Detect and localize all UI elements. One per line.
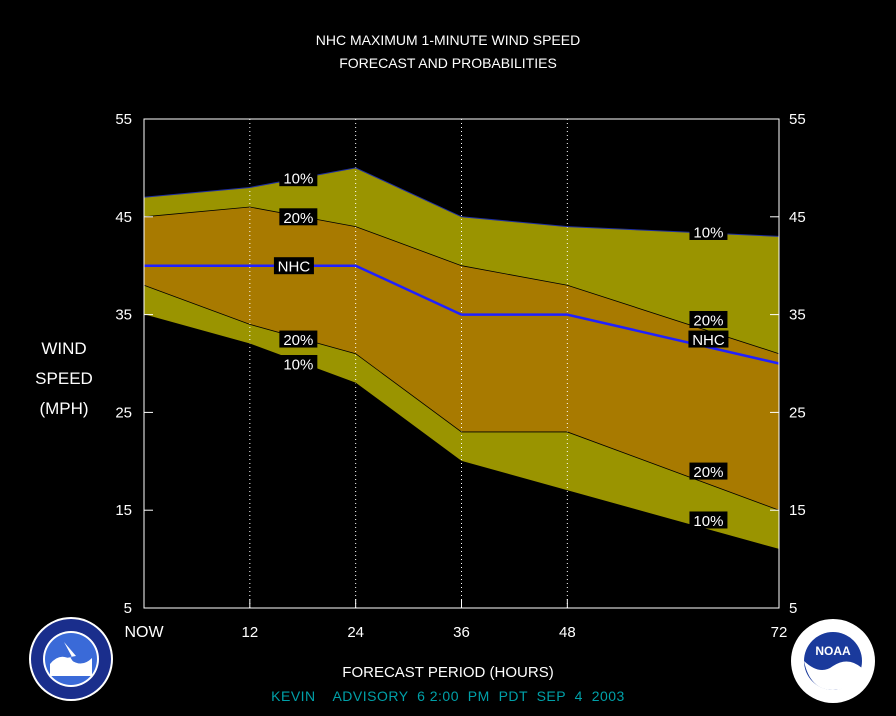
y-axis-label-line1: WIND [41, 339, 87, 358]
x-axis-label: FORECAST PERIOD (HOURS) [342, 664, 554, 681]
ytick-label-right-35: 35 [789, 307, 806, 324]
noaa-logo: NOAA [791, 619, 875, 703]
annotation-box-8 [689, 462, 728, 480]
ytick-label-right-45: 45 [789, 209, 806, 226]
annotation-label-0: 10% [283, 171, 313, 188]
ytick-label-left-55: 55 [115, 111, 132, 128]
ytick-label-left-45: 45 [115, 209, 132, 226]
xtick-label-36: 36 [453, 624, 470, 641]
chart-title-line1: NHC MAXIMUM 1-MINUTE WIND SPEED [315, 32, 581, 48]
annotation-label-4: 10% [283, 357, 313, 374]
ytick-label-left-35: 35 [115, 307, 132, 324]
ytick-label-left-25: 25 [115, 404, 132, 421]
line-upper-20pct [143, 206, 780, 355]
chart-title-line2: FORECAST AND PROBABILITIES [339, 55, 557, 71]
band-20pct [144, 207, 779, 511]
annotation-box-1 [279, 208, 318, 226]
annotation-box-2 [273, 257, 314, 275]
annotation-box-5 [689, 222, 728, 240]
xtick-label-NOW: NOW [124, 624, 164, 641]
annotation-label-5: 10% [693, 224, 723, 241]
y-axis-label-line3: (MPH) [39, 399, 89, 418]
y-axis-label-line2: SPEED [35, 369, 93, 388]
annotation-label-6: 20% [693, 312, 723, 329]
annotation-box-6 [689, 310, 728, 328]
annotation-label-3: 20% [283, 332, 313, 349]
annotation-box-9 [689, 511, 728, 529]
annotation-box-4 [279, 355, 318, 372]
ytick-label-right-25: 25 [789, 404, 806, 421]
annotation-box-0 [279, 169, 318, 187]
ytick-label-right-55: 55 [789, 111, 806, 128]
annotation-label-8: 20% [693, 464, 723, 481]
line-lower-20pct [143, 284, 780, 511]
nws-logo [29, 617, 113, 701]
advisory-footer: KEVIN ADVISORY 6 2:00 PM PDT SEP 4 2003 [271, 688, 625, 704]
xtick-label-24: 24 [347, 624, 364, 641]
xtick-label-12: 12 [241, 624, 258, 641]
annotation-label-1: 20% [283, 210, 313, 227]
annotation-label-7: NHC [692, 332, 725, 349]
xtick-label-72: 72 [771, 624, 788, 641]
annotation-label-9: 10% [693, 513, 723, 530]
ytick-label-left-15: 15 [115, 502, 132, 519]
annotation-box-3 [279, 330, 318, 348]
ytick-label-right-15: 15 [789, 502, 806, 519]
ytick-label-left-5: 5 [124, 600, 132, 617]
annotation-label-2: NHC [278, 259, 311, 276]
line-lower-10pct [143, 314, 780, 550]
annotation-box-7 [688, 330, 729, 348]
line-upper-10pct [143, 167, 780, 237]
xtick-label-48: 48 [559, 624, 576, 641]
ytick-label-right-5: 5 [789, 600, 797, 617]
line-nhc-forecast [144, 264, 780, 365]
noaa-logo-text: NOAA [815, 644, 851, 658]
